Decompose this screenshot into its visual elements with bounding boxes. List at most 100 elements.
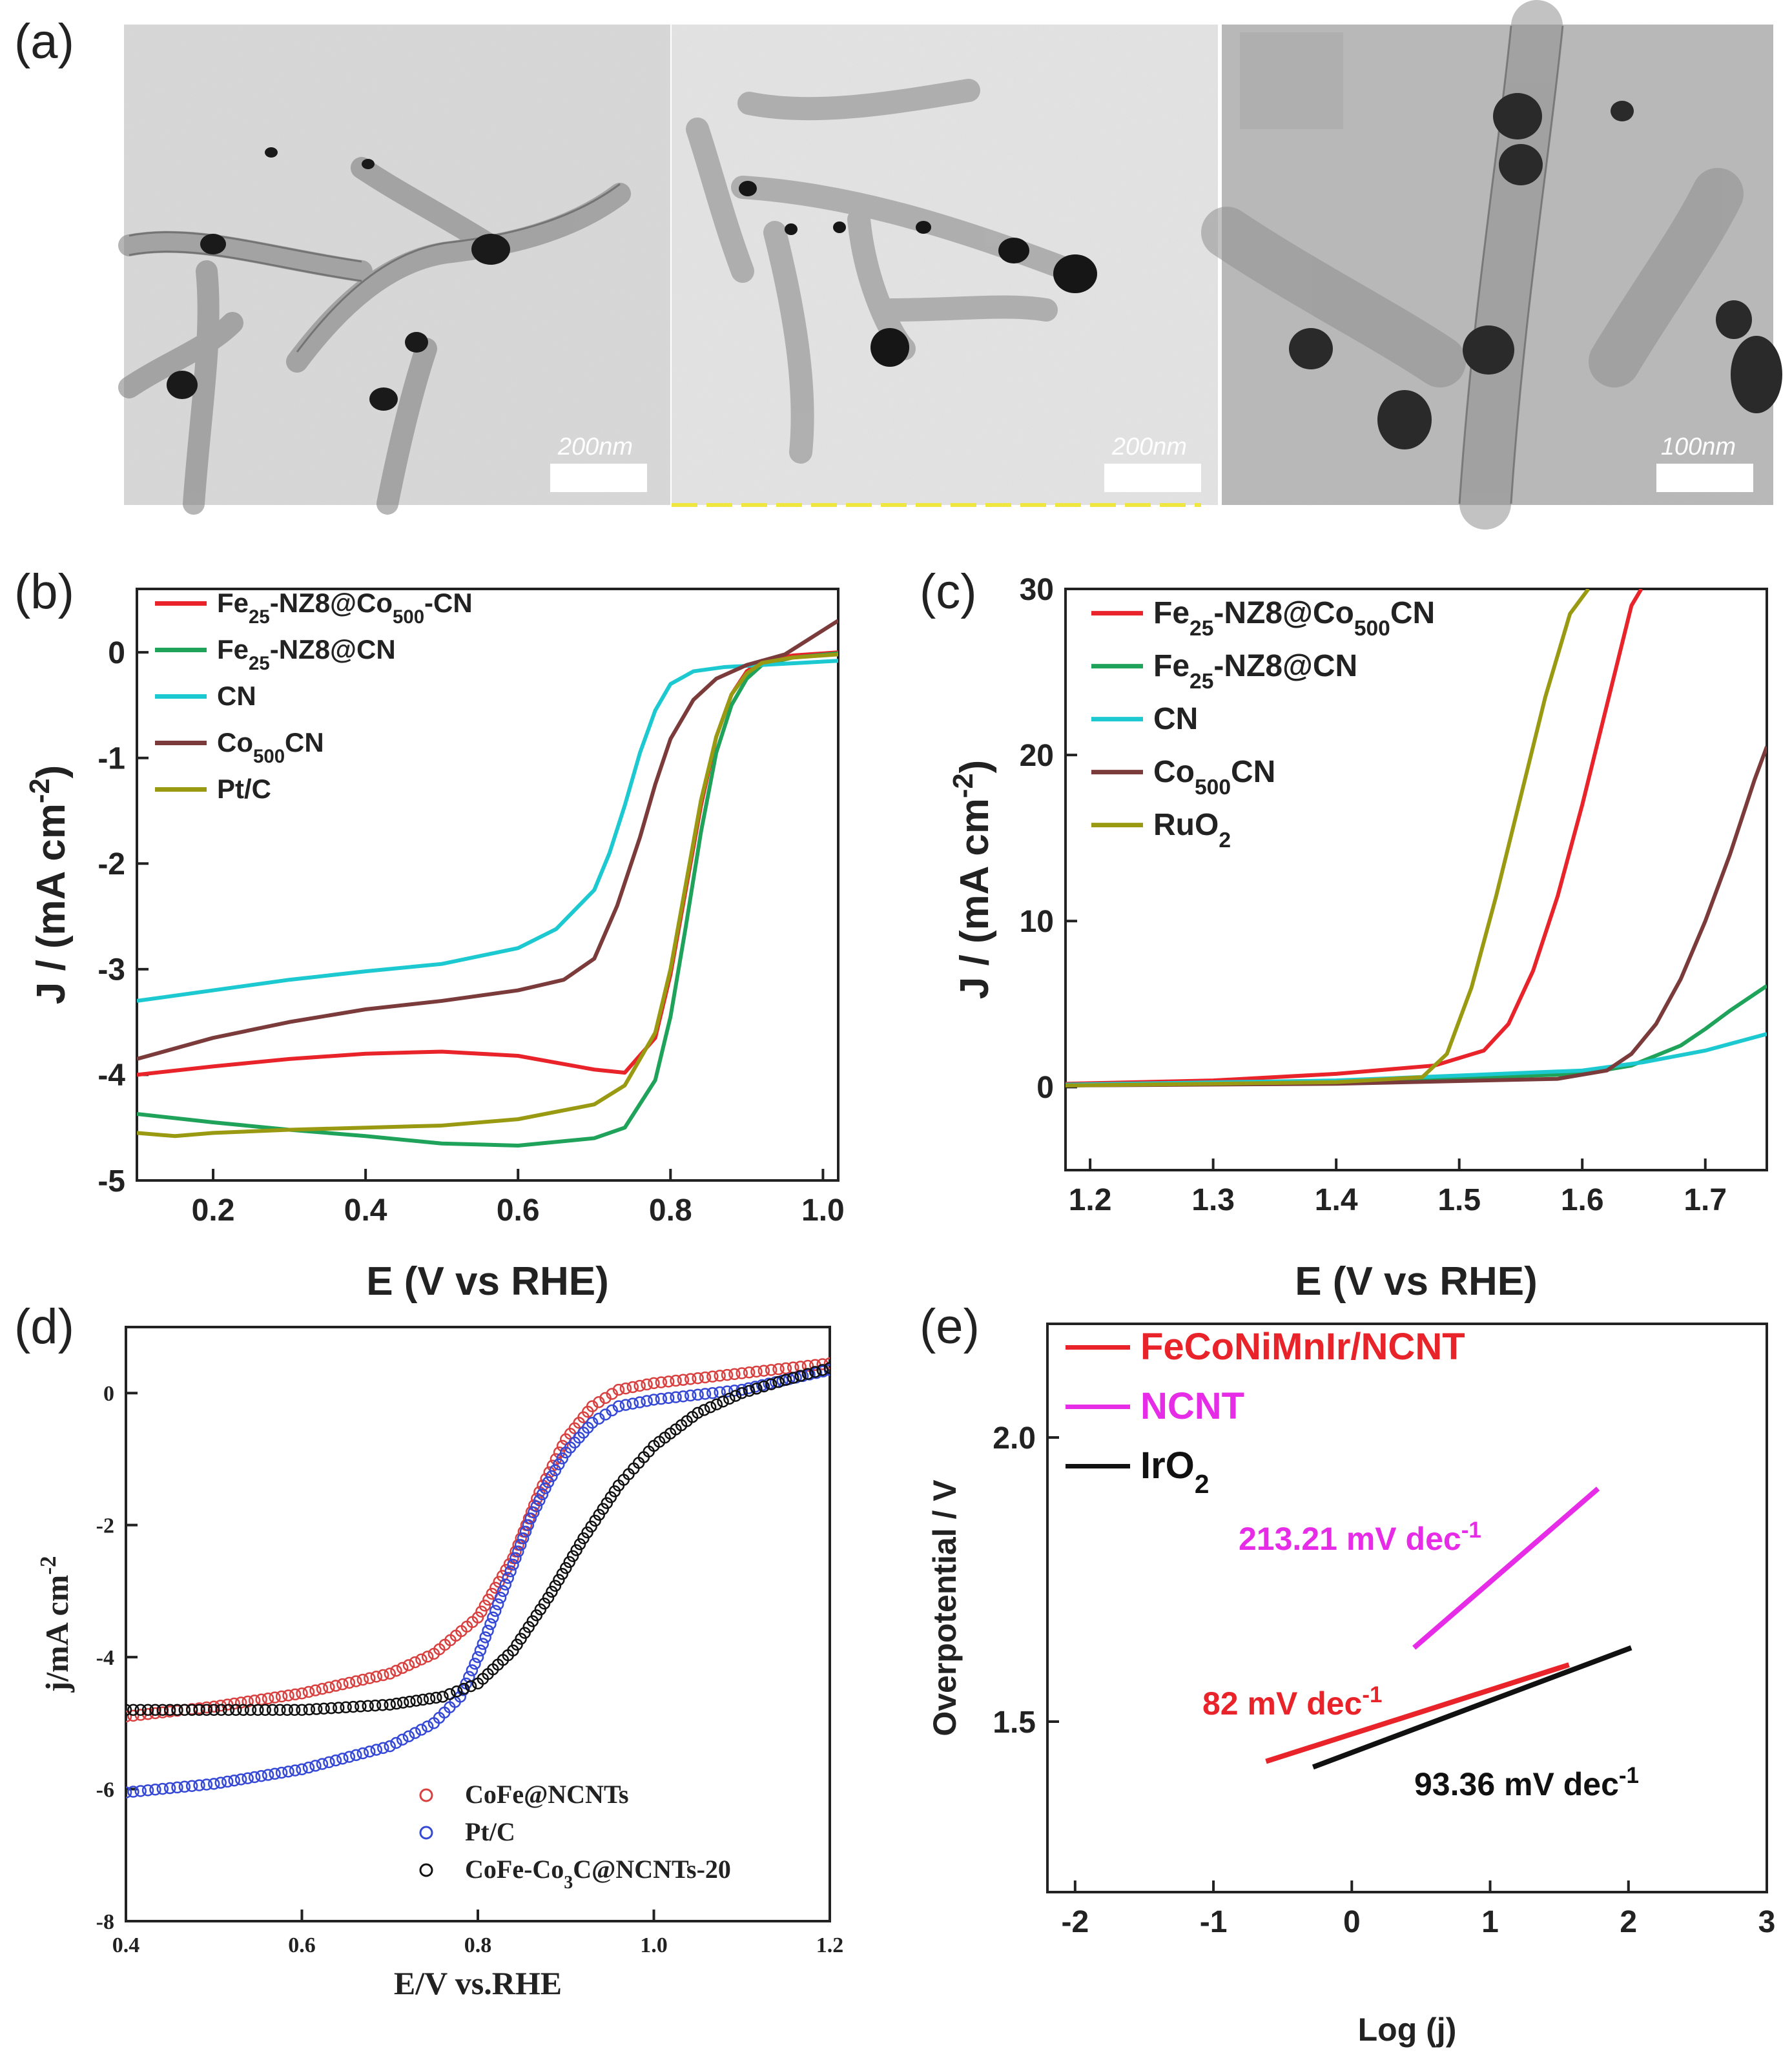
data-marker bbox=[736, 1383, 748, 1396]
data-marker bbox=[469, 1658, 481, 1670]
y-axis-label: J / (mA cm-2​) bbox=[25, 765, 74, 1005]
data-marker bbox=[534, 1603, 547, 1616]
x-tick-label: 0.4 bbox=[344, 1193, 387, 1228]
series-line bbox=[1066, 984, 1767, 1087]
data-marker bbox=[641, 1395, 653, 1407]
series-line bbox=[137, 652, 838, 1138]
data-marker bbox=[677, 1390, 690, 1403]
data-marker bbox=[685, 1373, 697, 1385]
data-marker bbox=[274, 1704, 286, 1716]
data-marker bbox=[163, 1704, 176, 1716]
data-marker bbox=[149, 1704, 161, 1716]
data-marker bbox=[546, 1470, 558, 1483]
data-marker bbox=[193, 1779, 205, 1791]
data-marker bbox=[242, 1772, 254, 1784]
y-axis-label: Overpotential / V bbox=[927, 1479, 963, 1736]
data-marker bbox=[376, 1699, 389, 1711]
data-marker bbox=[823, 1362, 830, 1374]
y-tick-label: -1 bbox=[98, 742, 125, 776]
legend-swatch bbox=[419, 1788, 433, 1802]
data-marker bbox=[626, 1397, 639, 1410]
data-marker bbox=[692, 1372, 704, 1385]
data-marker bbox=[396, 1733, 409, 1746]
data-marker bbox=[316, 1683, 329, 1695]
data-marker bbox=[685, 1389, 697, 1402]
data-marker bbox=[528, 1506, 540, 1519]
legend-swatch bbox=[419, 1826, 433, 1840]
legend-label: NCNT bbox=[1140, 1385, 1244, 1427]
plot-frame bbox=[136, 588, 839, 1182]
data-marker bbox=[171, 1781, 183, 1794]
data-marker bbox=[156, 1704, 169, 1716]
data-marker bbox=[288, 1704, 301, 1716]
data-marker bbox=[163, 1782, 176, 1795]
data-marker bbox=[570, 1544, 582, 1556]
data-marker bbox=[714, 1370, 726, 1382]
x-tick-label: 1.0 bbox=[801, 1193, 845, 1228]
plot-frame bbox=[1064, 588, 1768, 1171]
data-marker bbox=[504, 1565, 517, 1578]
data-marker bbox=[772, 1363, 785, 1375]
x-tick-label: 1.4 bbox=[1315, 1183, 1358, 1217]
x-tick-label: 0.4 bbox=[112, 1933, 140, 1957]
data-marker bbox=[648, 1377, 660, 1390]
y-tick-label: -5 bbox=[98, 1164, 125, 1199]
panel-label-b: (b) bbox=[14, 564, 74, 619]
data-marker bbox=[230, 1704, 242, 1716]
data-marker bbox=[141, 1704, 154, 1716]
x-tick-label: -2 bbox=[1062, 1905, 1089, 1939]
data-marker bbox=[409, 1656, 421, 1669]
data-marker bbox=[519, 1525, 532, 1538]
data-marker bbox=[487, 1611, 499, 1624]
data-marker bbox=[619, 1399, 632, 1411]
data-marker bbox=[178, 1780, 191, 1793]
data-marker bbox=[127, 1786, 139, 1798]
data-marker bbox=[491, 1598, 504, 1611]
data-marker bbox=[549, 1464, 562, 1477]
data-marker bbox=[316, 1758, 329, 1770]
data-marker bbox=[333, 1702, 345, 1714]
data-marker bbox=[474, 1644, 487, 1657]
data-marker bbox=[340, 1701, 352, 1714]
legend-label: Co500​CN bbox=[1153, 755, 1275, 799]
data-marker bbox=[323, 1681, 335, 1694]
legend-label: Pt/C bbox=[217, 774, 271, 804]
series-line bbox=[1265, 1662, 1570, 1764]
data-marker bbox=[370, 1671, 383, 1683]
data-marker bbox=[390, 1736, 402, 1749]
x-tick-label: 1.3 bbox=[1191, 1183, 1235, 1217]
data-marker bbox=[215, 1704, 227, 1716]
data-marker bbox=[415, 1653, 427, 1666]
data-marker bbox=[507, 1644, 519, 1657]
y-axis-label: J / (mA cm-2​) bbox=[948, 760, 997, 1000]
data-marker bbox=[677, 1374, 690, 1386]
data-marker bbox=[581, 1526, 593, 1539]
data-marker bbox=[524, 1512, 537, 1525]
x-tick-label: 1.5 bbox=[1437, 1183, 1481, 1217]
data-marker bbox=[553, 1458, 565, 1470]
data-marker bbox=[457, 1682, 470, 1695]
data-marker bbox=[259, 1704, 271, 1716]
data-marker bbox=[560, 1561, 572, 1574]
x-axis-label: E (V vs RHE) bbox=[366, 1259, 609, 1304]
data-marker bbox=[396, 1662, 409, 1674]
x-tick-label: 1.2 bbox=[1069, 1183, 1112, 1217]
y-tick-label: -3 bbox=[98, 953, 125, 987]
data-marker bbox=[706, 1370, 719, 1383]
data-marker bbox=[464, 1680, 477, 1693]
data-marker bbox=[302, 1685, 315, 1698]
data-marker bbox=[589, 1514, 601, 1527]
x-tick-label: 0.6 bbox=[288, 1933, 316, 1957]
data-marker bbox=[262, 1692, 274, 1705]
chart-oer-lsv-c: 1.2 1.3 1.4 1.5 1.6 1.7 0 10 20 30 E (V vs RHE) J /… bbox=[948, 573, 1768, 1304]
data-marker bbox=[563, 1556, 575, 1569]
x-tick-label: 1.6 bbox=[1561, 1183, 1604, 1217]
data-marker bbox=[721, 1368, 734, 1381]
data-marker bbox=[423, 1693, 436, 1705]
data-marker bbox=[515, 1633, 527, 1645]
data-marker bbox=[743, 1366, 756, 1379]
data-marker bbox=[390, 1665, 402, 1677]
data-marker bbox=[475, 1605, 488, 1618]
data-marker bbox=[208, 1704, 220, 1716]
data-marker bbox=[296, 1704, 308, 1716]
